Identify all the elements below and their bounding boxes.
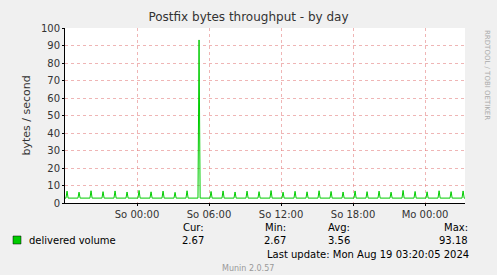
svg-text:60: 60 xyxy=(47,93,60,104)
svg-text:93.18: 93.18 xyxy=(439,235,468,246)
svg-text:Last update: Mon Aug 19 03:20:: Last update: Mon Aug 19 03:20:05 2024 xyxy=(267,249,469,260)
svg-text:delivered volume: delivered volume xyxy=(29,235,116,246)
svg-text:Cur:: Cur: xyxy=(183,222,204,233)
svg-text:50: 50 xyxy=(47,110,60,121)
svg-text:0: 0 xyxy=(54,198,60,209)
svg-text:Min:: Min: xyxy=(265,222,286,233)
svg-text:2.67: 2.67 xyxy=(264,235,286,246)
svg-text:So 18:00: So 18:00 xyxy=(331,209,375,220)
svg-text:Max:: Max: xyxy=(444,222,468,233)
svg-text:Mo 00:00: Mo 00:00 xyxy=(402,209,449,220)
svg-text:Avg:: Avg: xyxy=(328,222,350,233)
svg-text:RRDTOOL / TOBI OETIKER: RRDTOOL / TOBI OETIKER xyxy=(483,30,491,120)
svg-text:40: 40 xyxy=(47,128,60,139)
svg-text:2.67: 2.67 xyxy=(182,235,204,246)
svg-text:100: 100 xyxy=(41,23,60,34)
svg-text:10: 10 xyxy=(47,180,60,191)
svg-text:bytes / second: bytes / second xyxy=(20,75,33,155)
svg-text:80: 80 xyxy=(47,58,60,69)
svg-text:So 00:00: So 00:00 xyxy=(115,209,159,220)
svg-text:So 12:00: So 12:00 xyxy=(259,209,303,220)
svg-text:Postfix bytes throughput - by: Postfix bytes throughput - by day xyxy=(148,10,348,24)
svg-text:Munin 2.0.57: Munin 2.0.57 xyxy=(222,264,274,273)
svg-text:90: 90 xyxy=(47,40,60,51)
svg-text:30: 30 xyxy=(47,145,60,156)
svg-text:So 06:00: So 06:00 xyxy=(187,209,231,220)
svg-text:70: 70 xyxy=(47,75,60,86)
svg-text:3.56: 3.56 xyxy=(328,235,350,246)
svg-text:20: 20 xyxy=(47,163,60,174)
